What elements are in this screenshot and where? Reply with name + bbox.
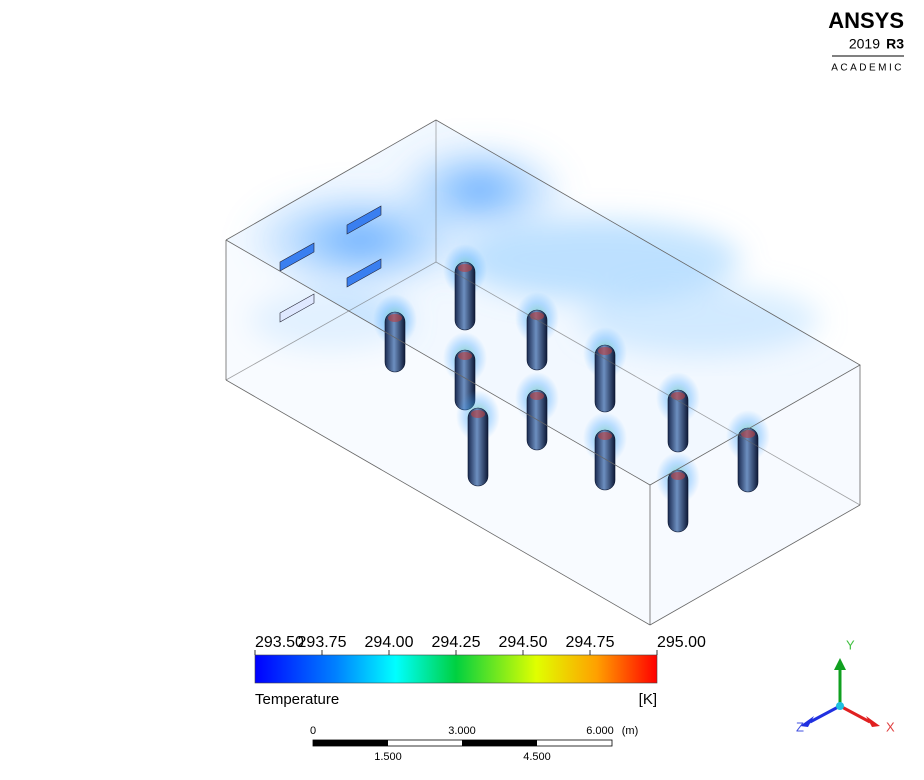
color-bar [254, 654, 658, 684]
legend-tick-label: 294.25 [432, 634, 481, 651]
axis-label: X [886, 719, 895, 734]
cylinder-top [458, 264, 472, 272]
domain-box [225, 119, 861, 626]
scale-label: 3.000 [448, 725, 476, 737]
legend-title: Temperature [255, 691, 339, 708]
scale-label: 0 [310, 725, 316, 737]
scale-label: 4.500 [523, 751, 551, 763]
cylinder-top [671, 392, 685, 400]
legend-tick-label: 293.75 [298, 634, 347, 651]
axis-label: Z [796, 719, 804, 734]
logo-year: 2019 [849, 36, 880, 52]
scale-unit: (m) [622, 725, 639, 737]
cylinder [667, 469, 689, 533]
heat-sources [373, 244, 770, 533]
cylinder-top [530, 392, 544, 400]
cylinder-top [671, 472, 685, 480]
cylinder-top [598, 347, 612, 355]
logo-release: R3 [886, 36, 904, 52]
cylinder [526, 309, 548, 371]
legend-tick-label: 294.75 [566, 634, 615, 651]
cylinder-top [598, 432, 612, 440]
cylinder-top [471, 410, 485, 418]
scale-label: 1.500 [374, 751, 402, 763]
axis-triad: Y X Z [796, 637, 895, 734]
legend-tick-label: 294.00 [365, 634, 414, 651]
logo-edition: ACADEMIC [831, 63, 904, 74]
cylinder-top [458, 352, 472, 360]
legend-unit: [K] [639, 691, 657, 708]
flow-field [226, 120, 860, 625]
cylinder [594, 429, 616, 491]
legend-tick-label: 293.50 [255, 634, 304, 651]
scale-label: 6.000 [586, 725, 614, 737]
cylinder-top [530, 312, 544, 320]
cylinder [467, 407, 489, 487]
logo-brand: ANSYS [828, 8, 904, 33]
legend-tick-label: 294.50 [499, 634, 548, 651]
cylinder-top [741, 430, 755, 438]
scale-bar: 0 3.000 6.000 (m) 1.500 4.500 [310, 725, 638, 763]
cylinder [454, 261, 476, 331]
vents [279, 205, 382, 323]
legend-tick-label: 295.00 [657, 634, 706, 651]
axis-label: Y [846, 637, 855, 652]
cylinder-top [388, 314, 402, 322]
cylinder [384, 311, 406, 373]
